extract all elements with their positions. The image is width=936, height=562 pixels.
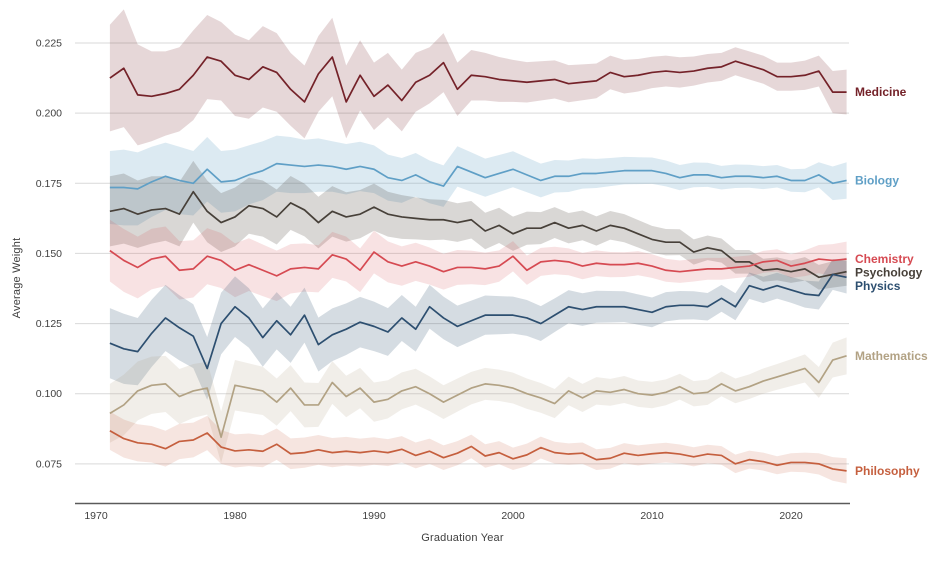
series-label-physics: Physics (855, 279, 901, 293)
y-tick-label: 0.125 (36, 318, 62, 330)
x-tick-label: 2020 (779, 510, 803, 522)
series-line-physics (109, 273, 847, 370)
y-axis-title: Average Weight (11, 237, 23, 319)
series-line-mathematics (109, 355, 847, 439)
series-label-mathematics: Mathematics (855, 349, 928, 363)
series-band-philosophy (109, 411, 847, 484)
series-band-biology (109, 135, 847, 226)
series-line-medicine (109, 56, 847, 103)
series-label-medicine: Medicine (855, 85, 907, 99)
x-tick-label: 2010 (640, 510, 664, 522)
series-band-physics (109, 259, 847, 400)
y-tick-label: 0.075 (36, 458, 62, 470)
x-tick-label: 1980 (223, 510, 247, 522)
y-tick-label: 0.175 (36, 178, 62, 190)
series-line-philosophy (109, 430, 847, 472)
y-tick-label: 0.100 (36, 388, 62, 400)
series-label-psychology: Psychology (855, 266, 923, 280)
series-label-biology: Biology (855, 173, 899, 187)
y-tick-label: 0.225 (36, 38, 62, 50)
x-tick-label: 1990 (362, 510, 386, 522)
series-label-philosophy: Philosophy (855, 464, 920, 478)
series-line-psychology (109, 190, 847, 279)
y-tick-label: 0.200 (36, 108, 62, 120)
y-tick-label: 0.150 (36, 248, 62, 260)
x-axis-title: Graduation Year (421, 532, 504, 544)
x-tick-label: 2000 (501, 510, 525, 522)
series-band-chemistry (109, 219, 847, 302)
series-label-chemistry: Chemistry (855, 252, 914, 266)
series-band-medicine (109, 9, 847, 146)
series-line-chemistry (109, 249, 847, 277)
series-line-biology (109, 162, 847, 190)
series-band-mathematics (109, 337, 847, 464)
x-tick-label: 1970 (84, 510, 108, 522)
